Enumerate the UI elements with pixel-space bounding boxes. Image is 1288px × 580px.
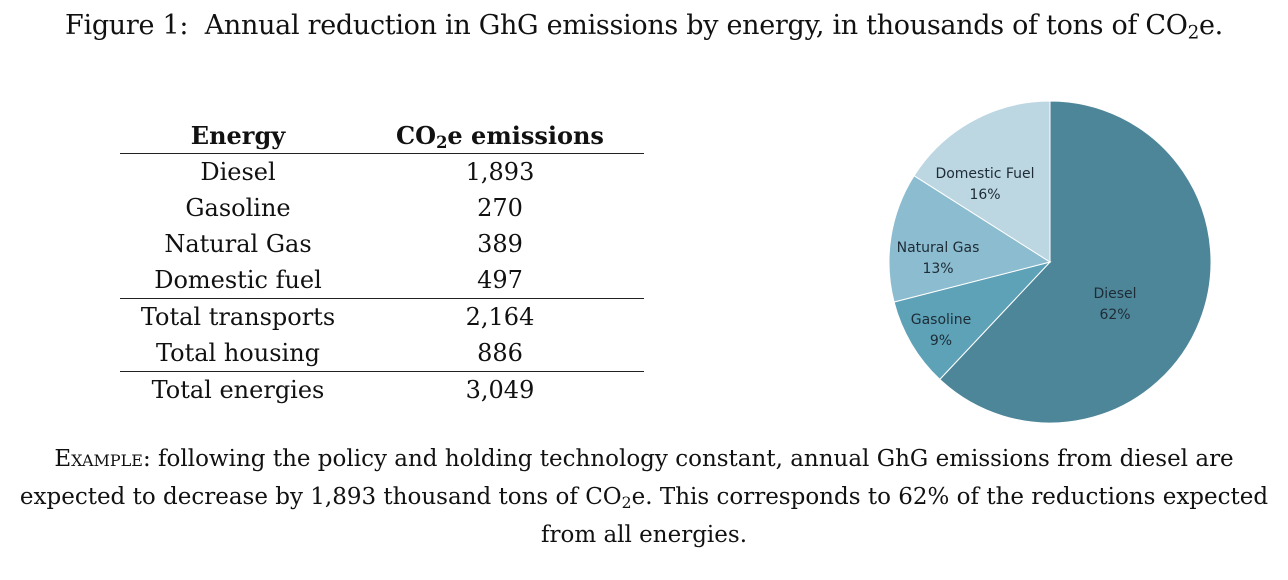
caption-text-end: e. <box>1198 10 1223 41</box>
pie-label-name: Gasoline <box>911 312 972 328</box>
pie-slices <box>888 100 1212 424</box>
table-row: Diesel 1,893 <box>120 154 644 191</box>
note-line-1-text: following the policy and holding technol… <box>158 446 1234 472</box>
note-lead: Example: <box>54 446 151 472</box>
example-note: Example: following the policy and holdin… <box>0 440 1288 554</box>
header-energy: Energy <box>120 112 356 154</box>
pie-slice-domestic-fuel <box>913 100 1051 263</box>
total-label: Total energies <box>120 371 356 408</box>
pie-label-name: Domestic Fuel <box>935 166 1034 182</box>
note-line-2-text-end: e. This corresponds to 62% of the reduct… <box>631 484 1269 510</box>
header-emissions-text: CO <box>396 121 437 150</box>
pie-labels: Diesel 62% Gasoline 9% Natural Gas 13% Domesti… <box>897 166 1137 349</box>
caption-subscript: 2 <box>1187 22 1200 44</box>
total-row: Total energies 3,049 <box>120 371 644 408</box>
table-row: Gasoline 270 <box>120 190 644 226</box>
pie-label-percent: 16% <box>969 187 1000 203</box>
row-value: 389 <box>477 230 523 258</box>
note-line-2: expected to decrease by 1,893 thousand t… <box>0 478 1288 516</box>
pie-slice-natural-gas <box>888 175 1052 303</box>
note-line-2-text: expected to decrease by 1,893 thousand t… <box>19 484 622 510</box>
pie-label-percent: 13% <box>922 261 953 277</box>
row-value: 270 <box>477 194 523 222</box>
row-value: 1,893 <box>465 158 535 186</box>
subtotal-label: Total transports <box>120 298 356 335</box>
subtotal-label: Total housing <box>155 339 321 367</box>
note-line-1: Example: following the policy and holdin… <box>0 440 1288 478</box>
pie-chart: Diesel 62% Gasoline 9% Natural Gas 13% Domesti… <box>888 100 1212 424</box>
row-energy: Domestic fuel <box>154 266 322 294</box>
emissions-table: Energy CO2e emissions Diesel 1,893 Gasol… <box>120 112 644 408</box>
table-row: Domestic fuel 497 <box>120 262 644 299</box>
figure-caption: Figure 1: Annual reduction in GhG emissi… <box>0 10 1288 44</box>
row-value: 497 <box>477 266 523 294</box>
subtotal-value: 886 <box>477 339 523 367</box>
subtotal-row: Total housing 886 <box>120 335 644 372</box>
header-emissions-text-end: e emissions <box>447 121 604 150</box>
pie-label-name: Diesel <box>1093 286 1136 302</box>
header-emissions: CO2e emissions <box>356 112 644 154</box>
row-energy: Diesel <box>200 158 276 186</box>
figure-number: Figure 1: <box>65 10 189 41</box>
subtotal-value: 2,164 <box>356 298 644 335</box>
note-line-3: from all energies. <box>540 522 748 548</box>
row-energy: Gasoline <box>185 194 291 222</box>
pie-slice-gasoline <box>893 261 1052 381</box>
subtotal-row: Total transports 2,164 <box>120 298 644 335</box>
note-subscript: 2 <box>621 492 632 512</box>
header-emissions-subscript: 2 <box>436 133 448 153</box>
table-header-row: Energy CO2e emissions <box>120 112 644 154</box>
pie-label-name: Natural Gas <box>897 240 980 256</box>
pie-label-percent: 9% <box>930 333 952 349</box>
table-row: Natural Gas 389 <box>120 226 644 262</box>
row-energy: Natural Gas <box>164 230 312 258</box>
pie-slice-diesel <box>939 100 1212 424</box>
caption-text: Annual reduction in GhG emissions by ene… <box>204 10 1188 41</box>
total-value: 3,049 <box>356 371 644 408</box>
pie-label-percent: 62% <box>1099 307 1130 323</box>
